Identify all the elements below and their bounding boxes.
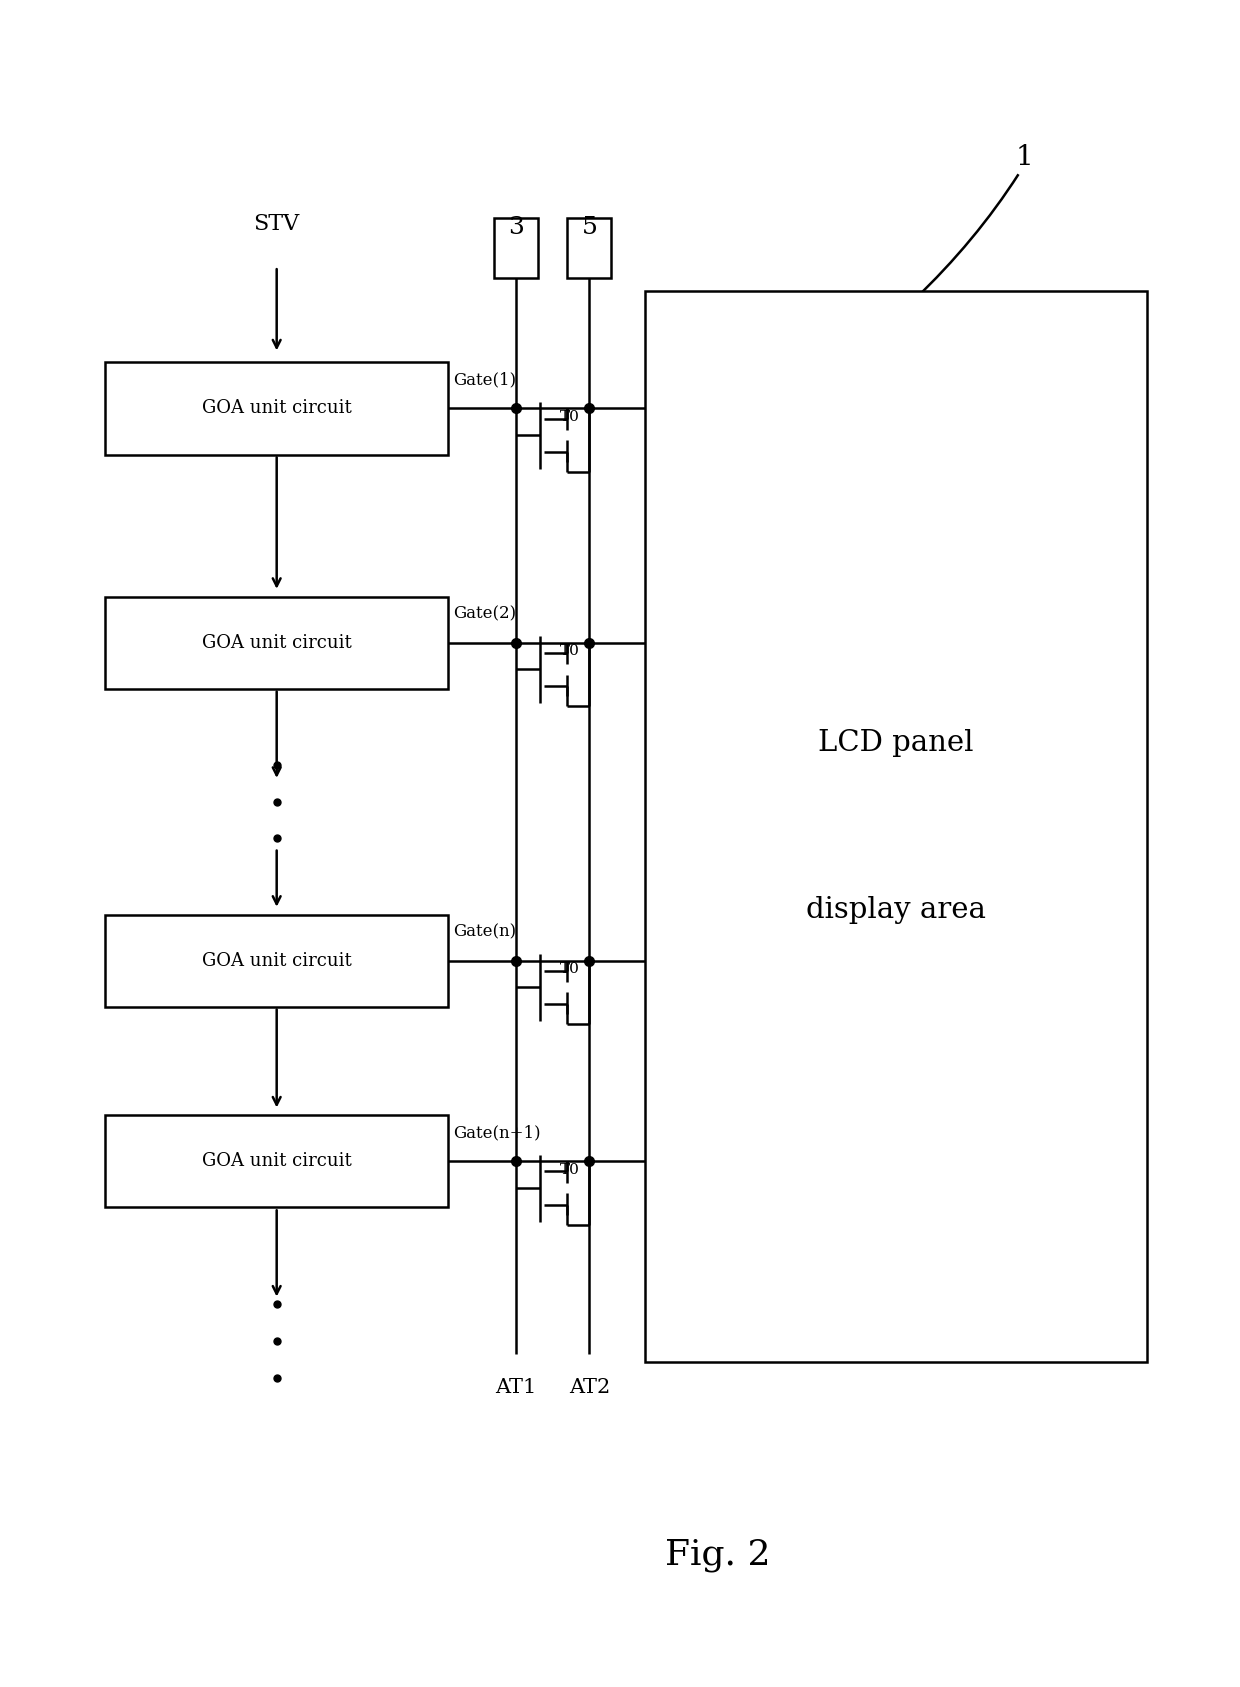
Text: GOA unit circuit: GOA unit circuit: [202, 951, 352, 970]
Text: 5: 5: [582, 216, 598, 240]
Text: Fig. 2: Fig. 2: [666, 1537, 771, 1572]
Text: T0: T0: [560, 410, 580, 423]
Text: GOA unit circuit: GOA unit circuit: [202, 1152, 352, 1171]
Text: T0: T0: [560, 1162, 580, 1178]
Text: Gate(2): Gate(2): [454, 606, 516, 623]
Text: Gate(n): Gate(n): [454, 923, 516, 941]
Text: 3: 3: [508, 216, 523, 240]
Text: Gate(n+1): Gate(n+1): [454, 1124, 541, 1142]
Text: T0: T0: [560, 962, 580, 977]
Text: 1: 1: [1016, 143, 1033, 170]
Bar: [105, 363, 449, 454]
Bar: [105, 914, 449, 1007]
Text: AT2: AT2: [569, 1378, 610, 1397]
Bar: [494, 218, 538, 278]
Bar: [645, 292, 1147, 1361]
Text: AT1: AT1: [495, 1378, 537, 1397]
Text: LCD panel: LCD panel: [818, 729, 973, 757]
Bar: [105, 597, 449, 688]
Text: Gate(1): Gate(1): [454, 371, 516, 388]
Bar: [567, 218, 611, 278]
Text: display area: display area: [806, 896, 986, 924]
Text: T0: T0: [560, 644, 580, 658]
Bar: [105, 1115, 449, 1208]
Text: GOA unit circuit: GOA unit circuit: [202, 634, 352, 651]
Text: STV: STV: [253, 214, 300, 236]
Text: GOA unit circuit: GOA unit circuit: [202, 400, 352, 417]
